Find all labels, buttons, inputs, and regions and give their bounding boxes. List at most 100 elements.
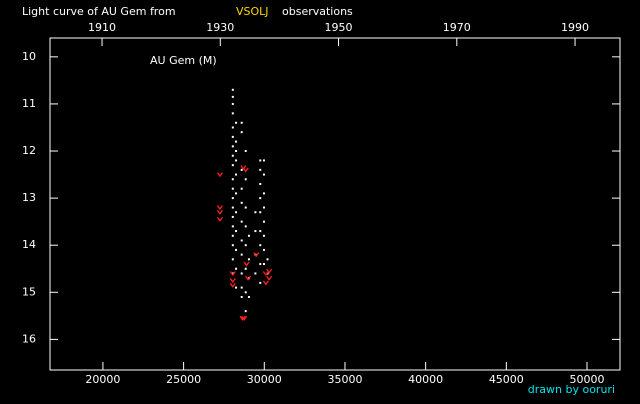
point (231, 145, 234, 148)
point (244, 267, 247, 270)
fainter-point (216, 172, 223, 178)
x-tick-label: 30000 (247, 373, 282, 386)
point (231, 95, 234, 98)
fainter-point (216, 216, 223, 222)
x-tick-label: 40000 (408, 373, 443, 386)
point (231, 164, 234, 167)
point (259, 168, 262, 171)
fainter-point (266, 275, 273, 281)
x-tick-label: 45000 (489, 373, 524, 386)
x-tick-label: 25000 (166, 373, 201, 386)
point (262, 220, 265, 223)
point (259, 230, 262, 233)
fainter-point (241, 315, 248, 321)
point (235, 230, 238, 233)
point (262, 192, 265, 195)
fainter-point (229, 282, 236, 288)
x-tick-label: 35000 (327, 373, 362, 386)
point (240, 201, 243, 204)
point (244, 225, 247, 228)
x2-tick-label: 1910 (88, 21, 116, 34)
point (235, 150, 238, 153)
point (235, 267, 238, 270)
point (231, 215, 234, 218)
point (259, 197, 262, 200)
point (231, 126, 234, 129)
point (235, 173, 238, 176)
credit: drawn by ooruri (528, 383, 615, 396)
point (231, 225, 234, 228)
point (235, 286, 238, 289)
x2-tick-label: 1990 (561, 21, 589, 34)
x-tick-label: 50000 (570, 373, 605, 386)
point (231, 272, 234, 275)
fainter-point (243, 261, 250, 267)
y-tick-label: 10 (22, 50, 36, 63)
point (240, 239, 243, 242)
point (240, 168, 243, 171)
point (259, 159, 262, 162)
point (262, 206, 265, 209)
point (262, 248, 265, 251)
point (262, 234, 265, 237)
point (244, 206, 247, 209)
point (244, 244, 247, 247)
title-suffix: observations (282, 5, 353, 18)
point (244, 291, 247, 294)
point (235, 159, 238, 162)
x2-tick-label: 1970 (443, 21, 471, 34)
point (231, 178, 234, 181)
y-tick-label: 11 (22, 97, 36, 110)
point (240, 286, 243, 289)
plot-frame (49, 37, 621, 371)
point (231, 206, 234, 209)
point (235, 121, 238, 124)
fainter-point (242, 167, 249, 173)
point (259, 281, 262, 284)
fainter-point (262, 280, 269, 286)
chart-title: Light curve of AU Gem from (22, 5, 176, 18)
point (240, 121, 243, 124)
point (247, 296, 250, 299)
point (231, 102, 234, 105)
point (254, 230, 257, 233)
point (235, 140, 238, 143)
point (266, 258, 269, 261)
title-source: VSOLJ (236, 5, 269, 18)
point (240, 131, 243, 134)
x-tick-label: 20000 (85, 373, 120, 386)
point (231, 154, 234, 157)
point (247, 234, 250, 237)
x2-tick-label: 1930 (206, 21, 234, 34)
y-tick-label: 15 (22, 285, 36, 298)
point (231, 135, 234, 138)
point (240, 272, 243, 275)
fainter-point (262, 271, 269, 277)
point (259, 244, 262, 247)
point (235, 192, 238, 195)
point (235, 211, 238, 214)
point (244, 178, 247, 181)
fainter-point (245, 275, 252, 281)
point (240, 187, 243, 190)
point (259, 211, 262, 214)
fainter-point (239, 315, 246, 321)
point (262, 159, 265, 162)
point (231, 244, 234, 247)
point (231, 258, 234, 261)
point (262, 173, 265, 176)
point (247, 258, 250, 261)
fainter-point (266, 268, 273, 274)
point (259, 182, 262, 185)
point (244, 310, 247, 313)
point (231, 234, 234, 237)
y-tick-label: 13 (22, 191, 36, 204)
point (244, 150, 247, 153)
fainter-point (216, 209, 223, 215)
point (231, 197, 234, 200)
point (240, 220, 243, 223)
fainter-point (253, 252, 260, 258)
y-tick-label: 16 (22, 332, 36, 345)
point (259, 263, 262, 266)
